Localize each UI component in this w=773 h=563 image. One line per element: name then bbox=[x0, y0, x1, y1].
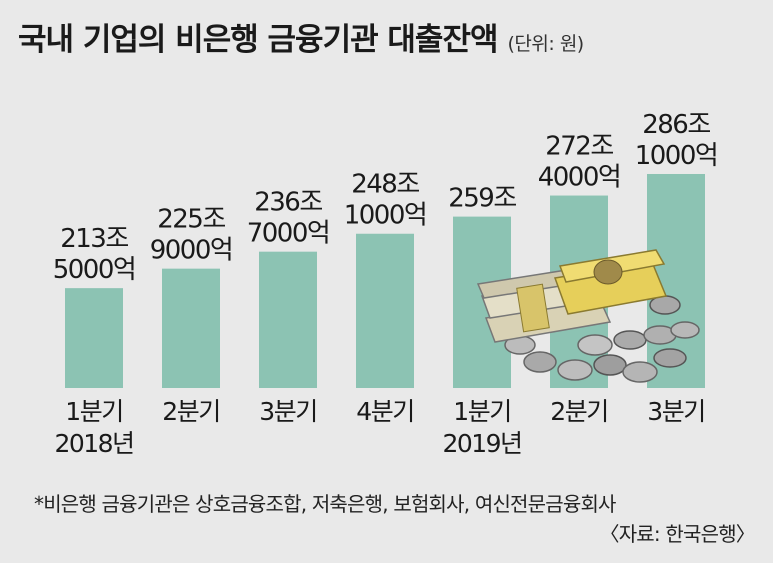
unit-label: (단위: 원) bbox=[507, 33, 585, 55]
x-tick-label: 2019년 bbox=[442, 429, 521, 458]
x-tick-label: 1분기 bbox=[453, 397, 510, 426]
data-label: 225조 bbox=[157, 205, 225, 235]
data-label: 7000억 bbox=[247, 219, 330, 249]
x-tick-label: 2분기 bbox=[162, 397, 219, 426]
data-label: 272조 bbox=[545, 132, 613, 162]
x-tick-label: 4분기 bbox=[356, 397, 413, 426]
data-label: 1000억 bbox=[635, 141, 718, 171]
data-label: 236조 bbox=[254, 188, 322, 218]
chart-title: 국내 기업의 비은행 금융기관 대출잔액 bbox=[18, 22, 498, 58]
x-tick-label: 3분기 bbox=[647, 397, 704, 426]
bar bbox=[65, 288, 123, 388]
data-label: 213조 bbox=[60, 224, 128, 254]
x-tick-label: 2018년 bbox=[54, 429, 133, 458]
data-label: 4000억 bbox=[538, 163, 621, 193]
data-label: 248조 bbox=[351, 170, 419, 200]
bar bbox=[259, 251, 317, 388]
x-tick-label: 1분기 bbox=[65, 397, 122, 426]
chart-header: 국내 기업의 비은행 금융기관 대출잔액 (단위: 원) bbox=[18, 14, 584, 59]
banknote-bundle-icon bbox=[476, 249, 668, 343]
data-label: 259조 bbox=[448, 184, 516, 214]
bar bbox=[162, 268, 220, 388]
data-label: 9000억 bbox=[150, 236, 233, 266]
coins-icon bbox=[504, 295, 700, 383]
data-label: 5000억 bbox=[53, 255, 136, 285]
data-label: 1000억 bbox=[344, 201, 427, 231]
source-label: 〈자료: 한국은행〉 bbox=[599, 522, 756, 546]
x-tick-label: 3분기 bbox=[259, 397, 316, 426]
footnote: *비은행 금융기관은 상호금융조합, 저축은행, 보험회사, 여신전문금융회사 bbox=[34, 492, 616, 516]
x-tick-label: 2분기 bbox=[550, 397, 607, 426]
bar bbox=[356, 233, 414, 388]
data-label: 286조 bbox=[642, 110, 710, 140]
